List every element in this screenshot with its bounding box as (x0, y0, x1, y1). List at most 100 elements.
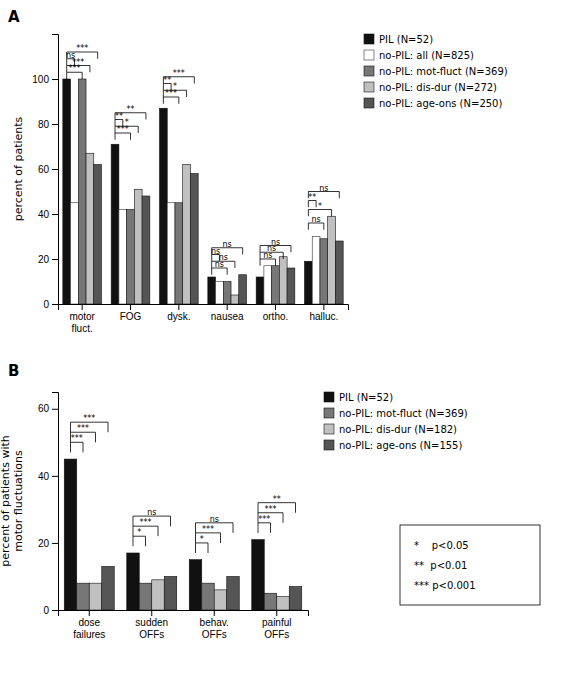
x-axis-line (59, 611, 309, 617)
bar (231, 295, 239, 304)
bar-series (94, 165, 343, 305)
bar (223, 282, 231, 305)
y-axis-label: percent of patients withmotor fluctuatio… (0, 435, 25, 566)
x-tick-label: dysk. (167, 311, 190, 322)
legend-label: no-PIL: mot-fluct (N=369) (379, 66, 508, 77)
x-tick-label: halluc. (309, 311, 338, 322)
legend-label: PIL (N=52) (339, 392, 393, 403)
legend-swatch (324, 424, 334, 434)
legend-swatch (324, 392, 334, 402)
bracket (212, 248, 243, 255)
x-tick-mark (151, 610, 152, 616)
bracket (115, 126, 138, 133)
legend-label: PIL (N=52) (379, 34, 433, 45)
bar (335, 241, 343, 304)
panel: 020406080100motorfluct.FOGdysk.nauseaort… (12, 35, 349, 334)
significance-brackets: ******ns********************nsnsnsnsnsns… (66, 44, 339, 275)
y-tick-label: 60 (38, 164, 50, 175)
legend-swatch (364, 50, 374, 60)
y-tick-label: 60 (38, 403, 50, 414)
y-axis: 020406080100 (32, 35, 58, 310)
legend-item: no-PIL: dis-dur (N=182) (324, 424, 457, 435)
bar (89, 583, 102, 610)
bracket (308, 223, 323, 230)
panel: 0 20 40 60 dosefailuressuddenOFFsbehav.OFFsp… (0, 393, 309, 640)
y-tick-label: 0 (43, 299, 49, 310)
y-tick: 0 (43, 605, 58, 616)
bracket (67, 72, 82, 79)
bracket (212, 261, 235, 268)
bar (142, 196, 150, 304)
significance-brackets: *************ns****ns******** (71, 414, 296, 553)
bracket-label: * (137, 528, 141, 537)
legend-item: no-PIL: age-ons (N=155) (324, 440, 462, 451)
x-tick: motorfluct. (69, 304, 95, 334)
x-tick-mark (323, 304, 324, 310)
bar (152, 580, 165, 610)
y-tick-mark (52, 476, 58, 477)
legend-label: no-PIL: age-ons (N=250) (379, 98, 502, 109)
bracket (115, 133, 130, 140)
bracket-label: * (125, 118, 129, 127)
legend-item: no-PIL: dis-dur (N=272) (364, 82, 497, 93)
bracket-label: ns (311, 215, 320, 224)
y-tick-label: 40 (38, 471, 50, 482)
bar (94, 165, 102, 305)
y-axis: 0 20 40 60 (38, 393, 59, 616)
legend-swatch (324, 408, 334, 418)
bracket (163, 90, 186, 97)
x-tick-mark (214, 610, 215, 616)
x-tick-label: behav.OFFs (200, 617, 229, 640)
legend-swatch (364, 98, 374, 108)
bracket-label: *** (77, 424, 89, 433)
bracket (196, 533, 221, 543)
bracket (133, 536, 146, 546)
y-tick-mark (52, 259, 58, 260)
bracket-label: ns (319, 184, 328, 193)
bracket (71, 422, 109, 432)
bar (312, 237, 320, 305)
y-tick: 60 (38, 403, 58, 414)
x-tick-label: dosefailures (73, 617, 105, 640)
y-tick-mark (52, 610, 58, 611)
bracket (71, 442, 84, 452)
bar (134, 189, 142, 304)
x-tick: ortho. (263, 304, 289, 322)
bar (328, 216, 336, 304)
y-tick-label: 20 (38, 538, 50, 549)
x-axis: motorfluct. FOG dysk. nausea ortho. halluc. (59, 304, 349, 334)
x-tick-mark (130, 304, 131, 310)
y-tick-mark (52, 409, 58, 410)
bar (287, 268, 295, 304)
legend-label: no-PIL: mot-fluct (N=369) (339, 408, 468, 419)
bar (119, 210, 127, 305)
bracket (196, 543, 209, 553)
legend-item: no-PIL: mot-fluct (N=369) (364, 66, 508, 77)
bracket (163, 97, 178, 104)
bar (189, 560, 202, 610)
bar (214, 590, 227, 610)
legend-swatch (364, 82, 374, 92)
y-tick: 0 (43, 299, 58, 310)
bracket (67, 59, 75, 66)
x-axis: dosefailuressuddenOFFsbehav.OFFspainfulO… (59, 610, 309, 640)
bracket (71, 432, 96, 442)
y-tick-mark (52, 169, 58, 170)
bar-series (86, 153, 335, 304)
bar (264, 266, 272, 304)
bar (190, 174, 198, 305)
bar (127, 553, 140, 610)
legend-label: no-PIL: dis-dur (N=272) (379, 82, 497, 93)
bar (216, 282, 224, 305)
bracket (163, 77, 194, 84)
bracket-label: ns (271, 238, 280, 247)
x-tick: FOG (120, 304, 142, 322)
bracket-label: *** (76, 44, 88, 53)
bar (175, 203, 183, 304)
x-tick: nausea (211, 304, 244, 322)
bar (227, 576, 240, 610)
bracket (260, 246, 291, 253)
legend-swatch (364, 34, 374, 44)
y-tick: 20 (38, 254, 58, 265)
bracket-label: *** (265, 505, 277, 514)
